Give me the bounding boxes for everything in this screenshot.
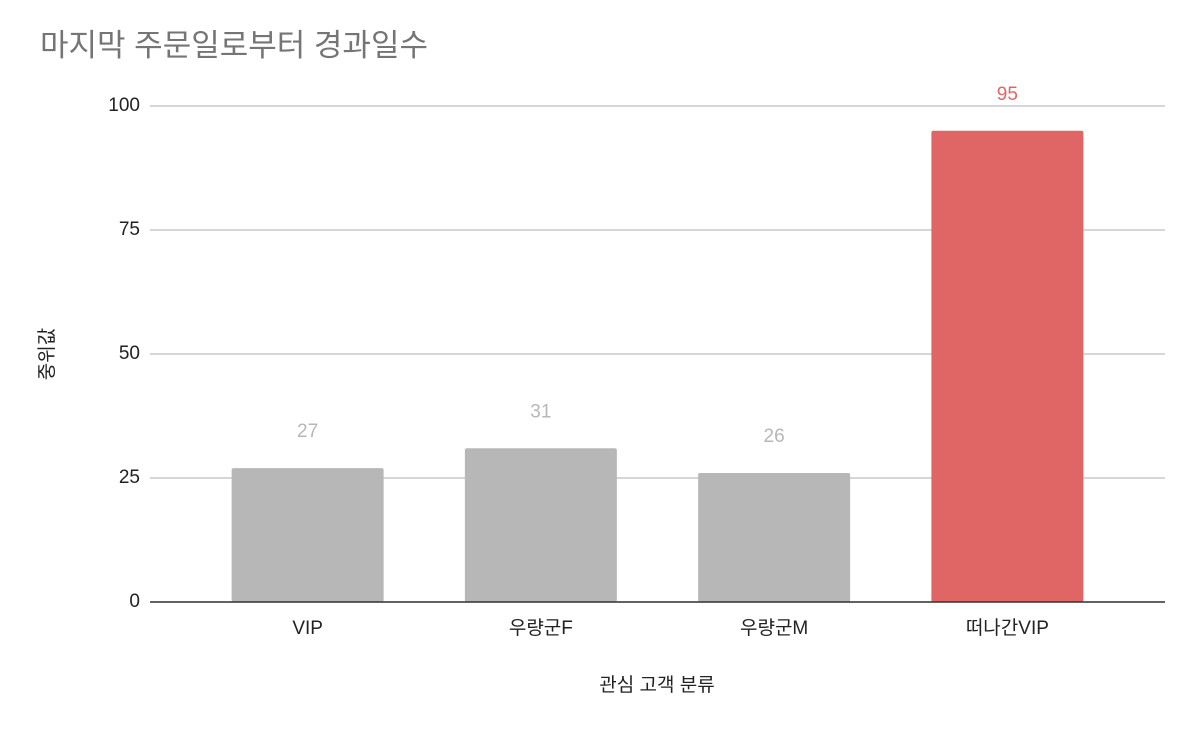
y-tick-label: 75 bbox=[119, 219, 140, 240]
y-tick-label: 25 bbox=[119, 467, 140, 488]
x-axis-label: 관심 고객 분류 bbox=[599, 674, 714, 696]
y-tick-label: 100 bbox=[108, 95, 140, 116]
y-axis-label: 중위값 bbox=[36, 328, 58, 380]
y-tick-label: 0 bbox=[129, 591, 140, 612]
x-tick-label: 우량군M bbox=[740, 617, 808, 639]
data-label: 31 bbox=[530, 401, 551, 422]
y-tick-label: 50 bbox=[119, 343, 140, 364]
x-tick-label: 우량군F bbox=[509, 617, 573, 639]
bar bbox=[464, 448, 617, 602]
data-label: 27 bbox=[297, 421, 318, 442]
data-label: 26 bbox=[764, 426, 785, 447]
bar bbox=[231, 468, 384, 602]
x-tick-label: VIP bbox=[292, 618, 323, 639]
chart-title: 마지막 주문일로부터 경과일수 bbox=[40, 28, 428, 63]
x-tick-label: 떠나간VIP bbox=[966, 617, 1049, 639]
bar bbox=[698, 473, 851, 602]
bar bbox=[931, 130, 1084, 603]
data-label: 95 bbox=[997, 84, 1018, 105]
